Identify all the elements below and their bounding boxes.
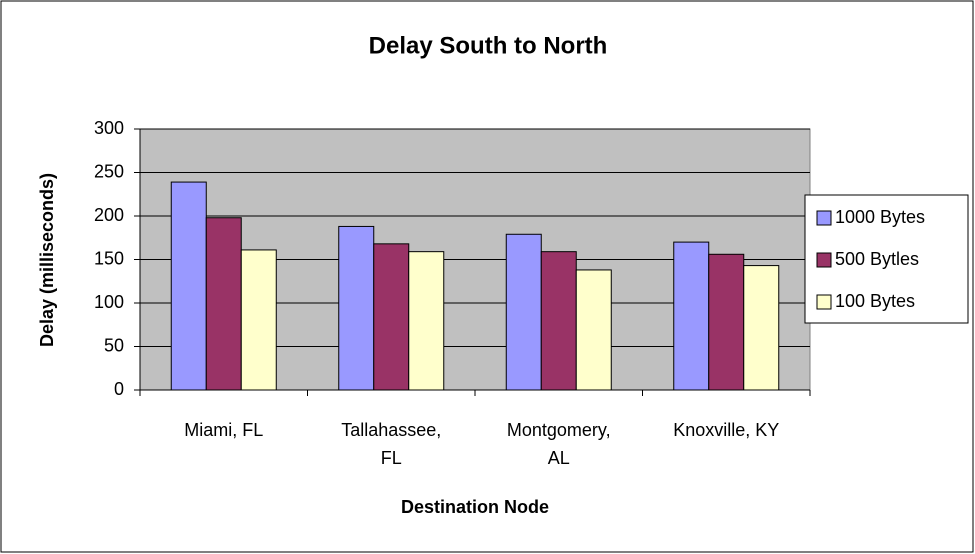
legend-label: 100 Bytes [835,291,915,311]
legend-swatch [816,210,832,226]
bar [743,265,780,391]
legend-swatch [816,294,832,310]
y-tick-label: 150 [94,248,124,268]
x-tick-label: Montgomery, AL [507,420,611,468]
bar [338,225,375,391]
legend [804,194,969,324]
x-tick-label: Miami, FL [184,420,263,440]
x-tick-label: Knoxville, KY [673,420,779,440]
bar [373,243,410,391]
bar [673,241,710,391]
x-axis-label: Destination Node [401,497,549,517]
y-tick-label: 100 [94,292,124,312]
y-tick-label: 50 [104,335,124,355]
bar [170,181,207,391]
y-tick-label: 0 [114,379,124,399]
x-tick-label: Tallahassee, FL [341,420,441,468]
y-tick-label: 250 [94,161,124,181]
legend-label: 500 Bytles [835,249,919,269]
y-tick-label: 300 [94,118,124,138]
y-axis-label: Delay (milliseconds) [37,173,57,347]
bar [708,253,745,391]
bar [540,251,577,391]
bar [408,251,445,391]
bar [575,269,612,391]
bar [240,249,277,391]
y-tick-label: 200 [94,205,124,225]
bar [205,217,242,391]
legend-swatch [816,252,832,268]
chart-title: Delay South to North [369,32,608,59]
bar [505,233,542,391]
legend-label: 1000 Bytes [835,207,925,227]
